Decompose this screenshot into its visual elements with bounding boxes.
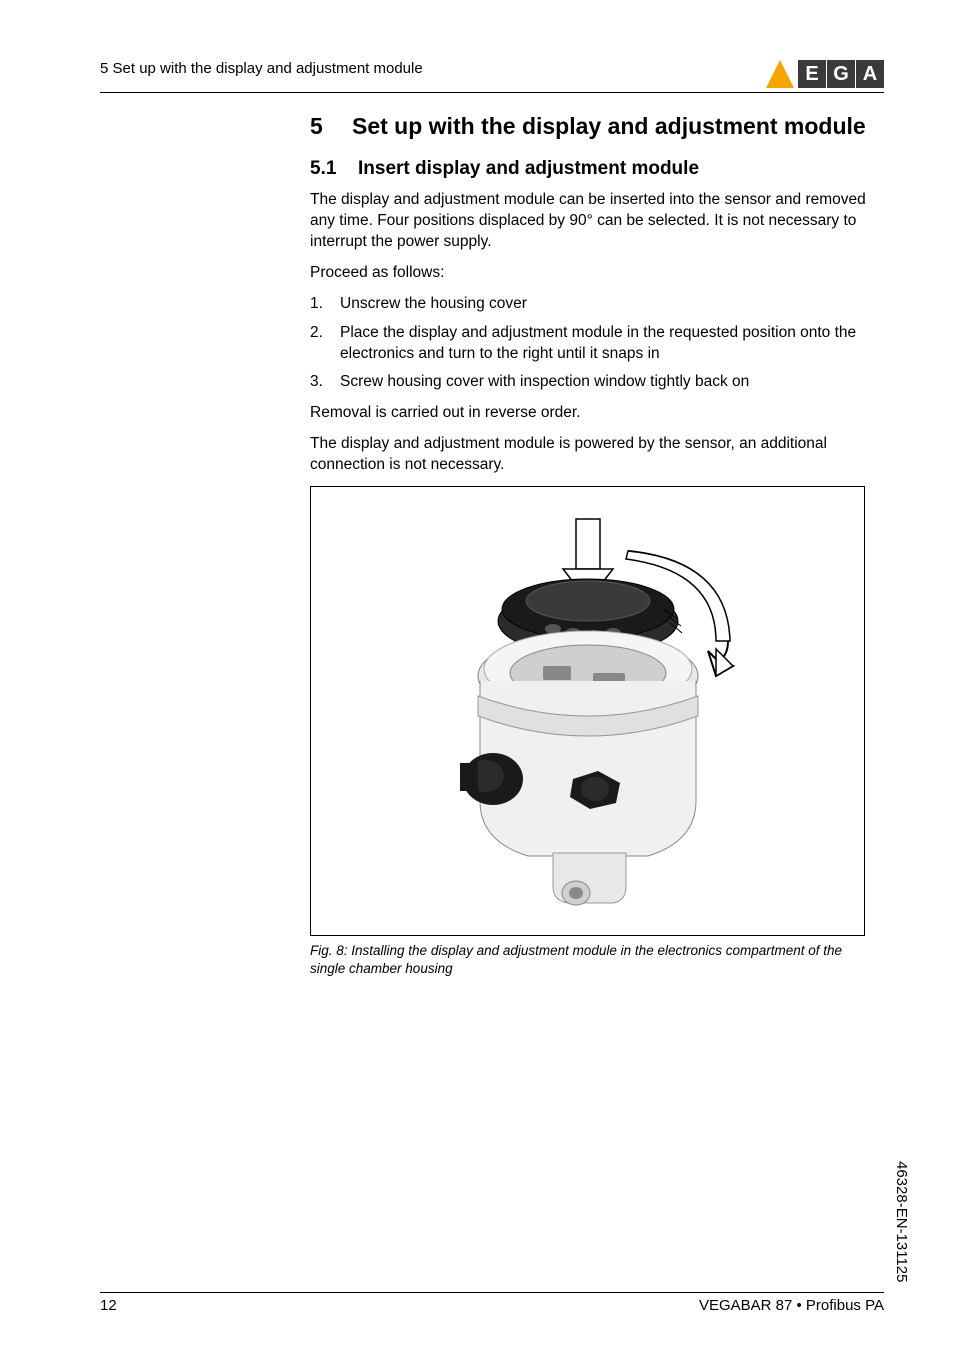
logo-letter: G [827, 60, 855, 88]
document-id-vertical: 46328-EN-131125 [893, 1161, 910, 1282]
list-item: 1. Unscrew the housing cover [310, 294, 870, 315]
section-title: Set up with the display and adjustment m… [352, 113, 866, 140]
header-row: 5 Set up with the display and adjustment… [100, 60, 884, 93]
logo-triangle-icon [766, 60, 794, 88]
section-number: 5 [310, 113, 352, 140]
step-text: Screw housing cover with inspection wind… [340, 372, 749, 393]
product-name: VEGABAR 87 • Profibus PA [699, 1297, 884, 1314]
subsection-title: Insert display and adjustment module [358, 158, 699, 180]
paragraph-proceed: Proceed as follows: [310, 263, 870, 284]
subsection-heading: 5.1 Insert display and adjustment module [310, 158, 870, 180]
footer-row: 12 VEGABAR 87 • Profibus PA [100, 1292, 884, 1314]
paragraph-powered: The display and adjustment module is pow… [310, 434, 870, 476]
paragraph-removal: Removal is carried out in reverse order. [310, 403, 870, 424]
paragraph-intro: The display and adjustment module can be… [310, 190, 870, 253]
section-heading: 5 Set up with the display and adjustment… [310, 113, 870, 140]
subsection-number: 5.1 [310, 158, 358, 180]
content-column: 5 Set up with the display and adjustment… [310, 113, 870, 979]
vega-logo: E G A [766, 60, 884, 88]
logo-letter: A [856, 60, 884, 88]
figure-container [310, 486, 865, 936]
step-number: 3. [310, 372, 340, 393]
list-item: 3. Screw housing cover with inspection w… [310, 372, 870, 393]
figure-caption: Fig. 8: Installing the display and adjus… [310, 942, 870, 978]
header-breadcrumb: 5 Set up with the display and adjustment… [100, 60, 423, 77]
step-text: Place the display and adjustment module … [340, 323, 870, 365]
step-text: Unscrew the housing cover [340, 294, 527, 315]
logo-text: E G A [798, 60, 884, 88]
steps-list: 1. Unscrew the housing cover 2. Place th… [310, 294, 870, 394]
step-number: 2. [310, 323, 340, 365]
page: 5 Set up with the display and adjustment… [0, 0, 954, 1354]
page-number: 12 [100, 1297, 117, 1314]
device-illustration [398, 501, 778, 921]
step-number: 1. [310, 294, 340, 315]
logo-letter: E [798, 60, 826, 88]
list-item: 2. Place the display and adjustment modu… [310, 323, 870, 365]
